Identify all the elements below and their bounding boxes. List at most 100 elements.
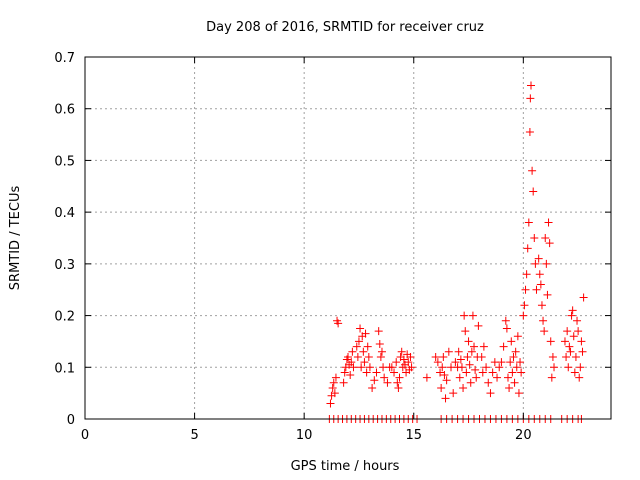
data-point <box>505 383 514 392</box>
data-point <box>347 358 356 367</box>
data-point <box>537 301 546 310</box>
y-tick-label: 0.7 <box>54 51 75 66</box>
data-point <box>568 306 577 315</box>
data-point <box>354 337 363 346</box>
data-point <box>438 363 447 372</box>
y-tick-label: 0.4 <box>54 206 75 221</box>
y-tick-label: 0 <box>67 413 75 428</box>
data-point <box>406 352 415 361</box>
data-point <box>464 337 473 346</box>
y-tick-label: 0.6 <box>54 103 75 118</box>
data-point <box>353 352 362 361</box>
data-point <box>329 378 338 387</box>
data-point <box>527 81 536 90</box>
data-point <box>383 378 392 387</box>
data-point <box>509 352 518 361</box>
data-point <box>472 373 481 382</box>
data-point <box>467 347 476 356</box>
data-point <box>542 259 551 268</box>
data-point <box>360 358 369 367</box>
y-tick-label: 0.2 <box>54 310 75 325</box>
data-point <box>349 363 358 372</box>
data-point <box>462 368 471 377</box>
data-point <box>560 337 569 346</box>
data-point <box>522 270 531 279</box>
data-point <box>437 383 446 392</box>
data-point <box>579 293 588 302</box>
data-point <box>404 358 413 367</box>
data-point <box>356 324 365 333</box>
data-point <box>531 259 540 268</box>
data-points <box>325 81 588 423</box>
data-point <box>578 347 587 356</box>
y-axis-label: SRMTID / TECUs <box>8 186 23 291</box>
data-point <box>547 373 556 382</box>
data-point <box>352 342 361 351</box>
data-point <box>562 352 571 361</box>
data-point <box>543 290 552 299</box>
data-point <box>574 327 583 336</box>
axis-tick-labels: 0 5 10 15 20 0 0.1 0.2 0.3 0.4 0.5 0.6 0.7 <box>54 51 531 443</box>
y-tick-label: 0.5 <box>54 154 75 169</box>
chart-title: Day 208 of 2016, SRMTID for receiver cru… <box>206 20 484 35</box>
data-point <box>517 368 526 377</box>
data-point <box>497 358 506 367</box>
data-point <box>495 363 504 372</box>
data-point <box>569 332 578 341</box>
data-point <box>370 376 379 385</box>
data-point <box>346 371 355 380</box>
data-point <box>511 347 520 356</box>
data-point <box>501 316 510 325</box>
data-point <box>539 316 548 325</box>
x-tick-label: 5 <box>190 428 198 443</box>
data-point <box>376 352 385 361</box>
data-point <box>433 358 442 367</box>
data-point <box>524 218 533 227</box>
data-point <box>540 327 549 336</box>
data-point <box>530 234 539 242</box>
data-point <box>328 383 337 392</box>
data-point <box>478 368 487 377</box>
data-point <box>512 363 521 372</box>
data-point <box>499 342 508 351</box>
data-point <box>528 166 537 175</box>
data-point <box>474 321 483 330</box>
grid-lines <box>85 57 611 419</box>
data-point <box>570 368 579 377</box>
data-point <box>397 347 406 356</box>
data-point <box>364 352 373 361</box>
x-tick-label: 20 <box>515 428 532 443</box>
data-point <box>541 234 550 242</box>
data-point <box>460 311 469 320</box>
data-point <box>368 383 377 392</box>
data-point <box>372 368 381 377</box>
data-point <box>359 347 368 356</box>
data-point <box>575 373 584 382</box>
x-axis-label: GPS time / hours <box>291 459 400 474</box>
data-point <box>407 363 416 372</box>
data-point <box>471 365 480 374</box>
data-point <box>482 363 491 372</box>
data-point <box>331 373 340 382</box>
x-tick-label: 10 <box>296 428 313 443</box>
x-tick-label: 0 <box>81 428 89 443</box>
data-point <box>454 347 463 356</box>
data-point <box>461 327 470 336</box>
data-point <box>436 368 445 377</box>
data-point <box>545 239 554 248</box>
data-point <box>529 187 538 196</box>
data-point <box>394 383 403 392</box>
data-point <box>444 347 453 356</box>
x-tick-label: 15 <box>405 428 422 443</box>
data-point <box>510 378 519 387</box>
data-point <box>456 355 465 364</box>
data-point <box>463 352 472 361</box>
data-point <box>508 368 517 377</box>
data-point <box>550 363 559 372</box>
data-point <box>399 355 408 364</box>
data-point <box>465 360 474 369</box>
data-point <box>387 363 396 372</box>
data-point <box>544 218 553 227</box>
data-point <box>361 329 370 338</box>
